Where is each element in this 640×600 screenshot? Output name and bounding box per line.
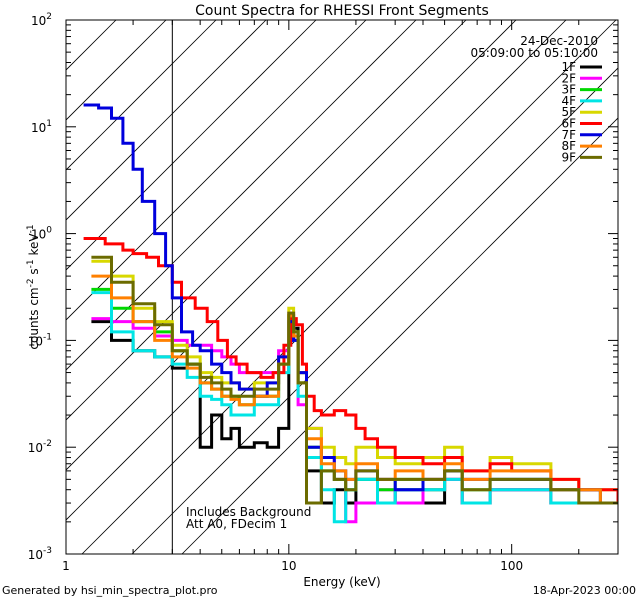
y-label-base: counts cm (27, 287, 41, 349)
y-tick-label-exp: -1 (43, 332, 52, 342)
annotation-attenuator: Att A0, FDecim 1 (186, 517, 287, 531)
y-tick-label-exp: 2 (46, 12, 52, 22)
x-axis-label: Energy (keV) (303, 575, 380, 589)
legend-label-8F: 8F (561, 139, 576, 153)
y-tick-label-exp: 0 (46, 226, 52, 236)
y-label-exp-1: -2 (26, 278, 36, 287)
y-label-end: keV (27, 233, 41, 260)
y-label-exp-3: -1 (26, 224, 36, 233)
hatch-line (66, 20, 417, 371)
y-tick-label: 10-3 (28, 546, 52, 562)
y-tick-label-exp: 1 (46, 119, 52, 129)
plot-frame (65, 19, 619, 555)
footer-generated-by: Generated by hsi_min_spectra_plot.pro (2, 584, 218, 597)
legend-label-2F: 2F (561, 71, 576, 85)
hatch-line (66, 20, 567, 521)
chart-title: Count Spectra for RHESSI Front Segments (195, 3, 489, 19)
series-7F-line (83, 103, 618, 505)
y-tick-label: 102 (31, 12, 52, 28)
y-tick-label-exp: -3 (43, 546, 52, 556)
hatch-line (66, 20, 217, 171)
legend-label-1F: 1F (561, 60, 576, 74)
legend-label-7F: 7F (561, 128, 576, 142)
hatch-line (66, 20, 317, 271)
hatch-line (181, 117, 618, 554)
legend-label-3F: 3F (561, 83, 576, 97)
legend-label-9F: 9F (561, 150, 576, 164)
y-label-mid: s (27, 268, 41, 278)
time-range-label: 05:09:00 to 05:10:00 (471, 46, 598, 60)
x-tick-label: 1 (62, 559, 70, 573)
series-6F-line (83, 237, 618, 503)
x-tick-label: 10 (281, 559, 296, 573)
footer-date: 18-Apr-2023 00:00 (532, 584, 636, 597)
series-8F-line (91, 274, 618, 505)
date-label: 24-Dec-2010 (520, 34, 598, 48)
y-tick-label-exp: -2 (43, 439, 52, 449)
y-label-exp-2: -1 (26, 259, 36, 268)
legend-label-5F: 5F (561, 105, 576, 119)
hatch-line (66, 20, 267, 221)
hatch-line (66, 20, 167, 121)
series-layer (83, 103, 618, 524)
series-9F-line (91, 255, 618, 505)
annotation-background: Includes Background (186, 505, 311, 519)
hatch-line (66, 20, 467, 421)
hatch-line (131, 67, 618, 554)
hatch-line (66, 20, 367, 321)
hatch-line (66, 20, 517, 471)
hatch-line (81, 20, 617, 554)
y-tick-label: 10-2 (28, 439, 52, 455)
y-tick-label: 101 (31, 119, 52, 135)
x-tick-label: 100 (500, 559, 523, 573)
legend-label-4F: 4F (561, 94, 576, 108)
legend-label-6F: 6F (561, 117, 576, 131)
y-axis-label: counts cm-2 s-1 keV-1 (26, 224, 41, 349)
